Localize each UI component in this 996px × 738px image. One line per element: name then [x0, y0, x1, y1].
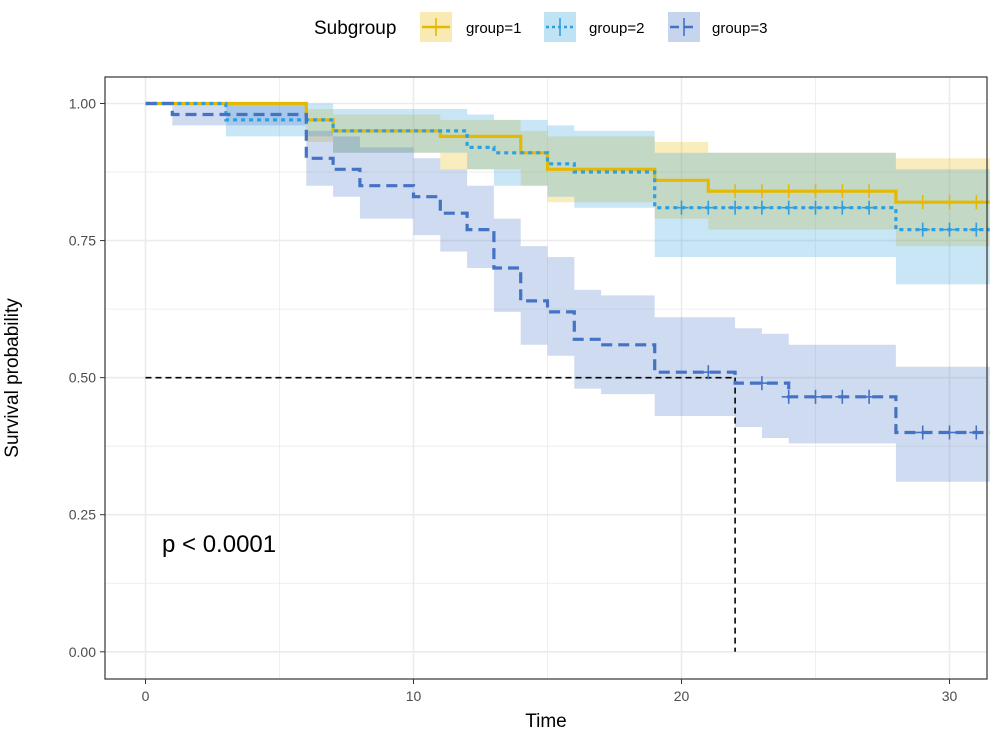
y-tick-label: 0.50 [69, 370, 96, 386]
legend-item-group3: group=3 [668, 12, 767, 42]
median-reference-lines [145, 376, 736, 652]
x-tick-label: 30 [942, 688, 958, 704]
legend-title: Subgroup [314, 18, 396, 39]
legend-item-group1: group=1 [420, 12, 521, 42]
censor-marks [674, 184, 984, 440]
y-tick-label: 0.75 [69, 233, 96, 249]
legend-label-group2: group=2 [589, 20, 644, 37]
p-value-annotation: p < 0.0001 [162, 531, 276, 558]
y-tick-label: 1.00 [69, 96, 96, 112]
x-tick-label: 20 [674, 688, 690, 704]
y-axis-title: Survival probability [2, 298, 23, 458]
x-tick-label: 0 [142, 688, 150, 704]
ci-band-group1 [145, 103, 990, 247]
y-tick-label: 0.00 [69, 644, 96, 660]
legend: Subgroup group=1 group=2 group=3 [314, 12, 767, 42]
x-axis-title: Time [525, 711, 567, 732]
survival-curve-group2 [145, 101, 990, 232]
survival-curve-group3 [145, 101, 990, 435]
legend-label-group3: group=3 [712, 20, 767, 37]
legend-item-group2: group=2 [544, 12, 644, 42]
ci-band-group3 [145, 103, 990, 482]
axis-ticks: 0 10 20 30 0.00 0.25 0.50 0.75 1.00 [69, 96, 958, 705]
y-tick-label: 0.25 [69, 507, 96, 523]
confidence-bands [145, 103, 990, 482]
ci-band-group2 [145, 103, 990, 285]
legend-label-group1: group=1 [466, 20, 521, 37]
x-tick-label: 10 [406, 688, 422, 704]
